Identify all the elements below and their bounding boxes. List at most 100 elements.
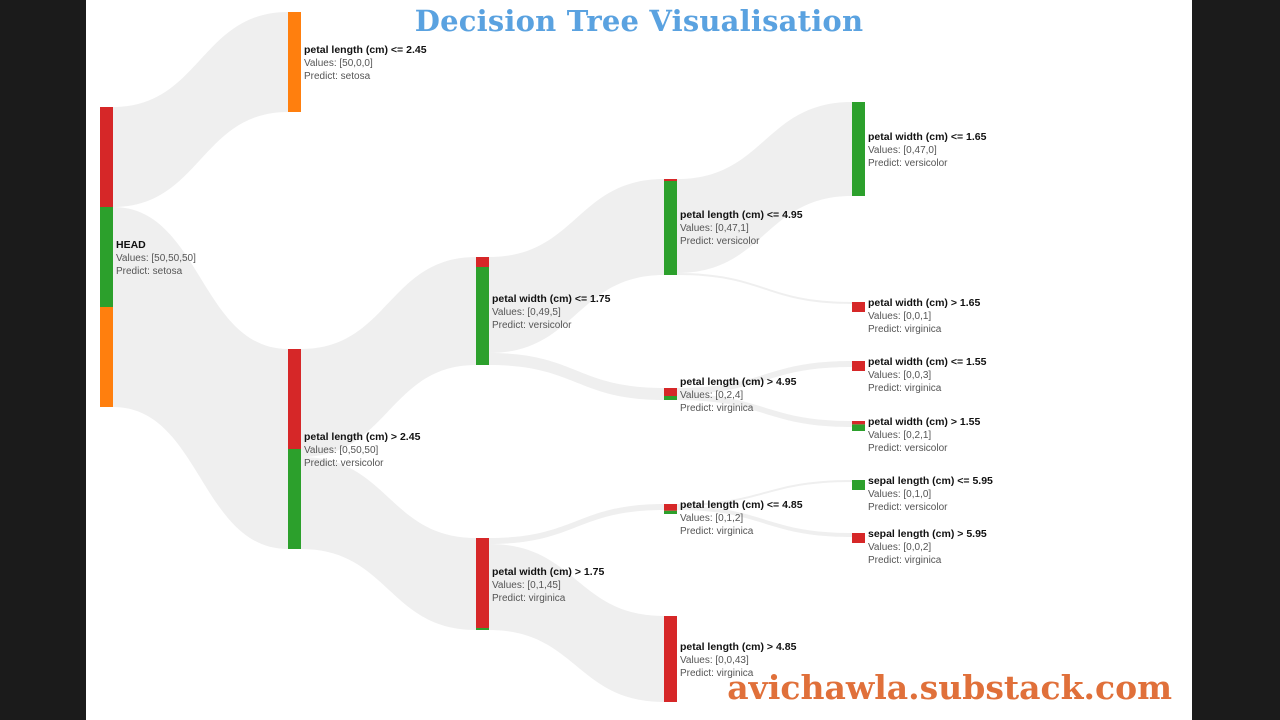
node-n2-label: petal length (cm) > 2.45 Values: [0,50,50… xyxy=(304,431,421,469)
node-n4[interactable] xyxy=(476,538,489,630)
node-n4-class-2-segment xyxy=(476,538,489,628)
node-n10-label: petal width (cm) > 1.65 Values: [0,0,1] Pr… xyxy=(868,297,980,335)
node-n11-predict: Predict: virginica xyxy=(868,383,942,394)
node-n8-values: Values: [0,0,43] xyxy=(680,655,749,666)
node-head-class-1-segment xyxy=(100,207,113,307)
node-n2-class-2-segment xyxy=(288,349,301,449)
node-n2-title: petal length (cm) > 2.45 xyxy=(304,431,421,443)
node-n6-class-1-segment xyxy=(664,396,677,400)
node-n7[interactable] xyxy=(664,504,677,514)
node-n1-class-0-segment xyxy=(288,12,301,112)
node-n11[interactable] xyxy=(852,361,865,371)
node-n12[interactable] xyxy=(852,421,865,431)
node-head-class-0-segment xyxy=(100,307,113,407)
link-head-n1 xyxy=(113,12,288,207)
node-head-predict: Predict: setosa xyxy=(116,266,183,277)
node-n5[interactable] xyxy=(664,179,677,275)
node-n13-values: Values: [0,1,0] xyxy=(868,489,931,500)
node-n10-class-2-segment xyxy=(852,302,865,312)
node-n10[interactable] xyxy=(852,302,865,312)
node-n10-predict: Predict: virginica xyxy=(868,324,942,335)
node-n9-predict: Predict: versicolor xyxy=(868,158,948,169)
node-n6-label: petal length (cm) > 4.95 Values: [0,2,4] P… xyxy=(680,376,797,414)
node-n3-title: petal width (cm) <= 1.75 xyxy=(492,293,611,305)
node-n1[interactable] xyxy=(288,12,301,112)
node-n8-label: petal length (cm) > 4.85 Values: [0,0,43]… xyxy=(680,641,797,679)
watermark: avichawla.substack.com xyxy=(727,668,1172,707)
node-n11-title: petal width (cm) <= 1.55 xyxy=(868,356,987,368)
node-n14-label: sepal length (cm) > 5.95 Values: [0,0,2] P… xyxy=(868,528,987,566)
node-n7-values: Values: [0,1,2] xyxy=(680,513,743,524)
node-n5-label: petal length (cm) <= 4.95 Values: [0,47,1… xyxy=(680,209,803,247)
node-n9-class-1-segment xyxy=(852,102,865,196)
node-n2-class-1-segment xyxy=(288,449,301,549)
node-head-values: Values: [50,50,50] xyxy=(116,253,196,264)
node-n13-title: sepal length (cm) <= 5.95 xyxy=(868,475,993,487)
node-n13[interactable] xyxy=(852,480,865,490)
node-n2-values: Values: [0,50,50] xyxy=(304,445,379,456)
link-n6-n11 xyxy=(677,361,852,394)
node-n3-values: Values: [0,49,5] xyxy=(492,307,561,318)
node-n4-title: petal width (cm) > 1.75 xyxy=(492,566,604,578)
node-n3-class-1-segment xyxy=(476,267,489,365)
node-n8[interactable] xyxy=(664,616,677,702)
node-n4-values: Values: [0,1,45] xyxy=(492,580,561,591)
node-n10-values: Values: [0,0,1] xyxy=(868,311,931,322)
link-n3-n5 xyxy=(489,179,664,353)
node-n9[interactable] xyxy=(852,102,865,196)
node-n8-predict: Predict: virginica xyxy=(680,668,754,679)
node-head-title: HEAD xyxy=(116,239,146,251)
node-n1-title: petal length (cm) <= 2.45 xyxy=(304,44,427,56)
node-n12-title: petal width (cm) > 1.55 xyxy=(868,416,980,428)
node-n10-title: petal width (cm) > 1.65 xyxy=(868,297,980,309)
node-n6-class-2-segment xyxy=(664,388,677,396)
tree-labels: HEAD Values: [50,50,50] Predict: setosapet… xyxy=(116,44,993,679)
node-n14-values: Values: [0,0,2] xyxy=(868,542,931,553)
node-n14-predict: Predict: virginica xyxy=(868,555,942,566)
node-n13-label: sepal length (cm) <= 5.95 Values: [0,1,0]… xyxy=(868,475,993,513)
link-n4-n7 xyxy=(489,504,664,544)
node-n5-title: petal length (cm) <= 4.95 xyxy=(680,209,803,221)
node-n1-predict: Predict: setosa xyxy=(304,71,371,82)
node-n3[interactable] xyxy=(476,257,489,365)
node-n2[interactable] xyxy=(288,349,301,549)
node-n5-class-2-segment xyxy=(664,179,677,181)
node-n6[interactable] xyxy=(664,388,677,400)
node-n9-label: petal width (cm) <= 1.65 Values: [0,47,0]… xyxy=(868,131,987,169)
node-n14[interactable] xyxy=(852,533,865,543)
node-n12-class-1-segment xyxy=(852,424,865,431)
link-n2-n4 xyxy=(301,457,476,630)
node-n14-class-2-segment xyxy=(852,533,865,543)
link-n5-n9 xyxy=(677,102,852,273)
node-n4-label: petal width (cm) > 1.75 Values: [0,1,45] P… xyxy=(492,566,604,604)
node-n5-class-1-segment xyxy=(664,181,677,275)
node-n14-title: sepal length (cm) > 5.95 xyxy=(868,528,987,540)
link-n2-n3 xyxy=(301,257,476,457)
node-n7-label: petal length (cm) <= 4.85 Values: [0,1,2]… xyxy=(680,499,803,537)
node-n7-title: petal length (cm) <= 4.85 xyxy=(680,499,803,511)
tree-nodes xyxy=(100,12,865,702)
node-n5-predict: Predict: versicolor xyxy=(680,236,760,247)
tree-links xyxy=(113,12,852,702)
node-n3-label: petal width (cm) <= 1.75 Values: [0,49,5]… xyxy=(492,293,611,331)
node-n11-label: petal width (cm) <= 1.55 Values: [0,0,3] P… xyxy=(868,356,987,394)
node-n6-title: petal length (cm) > 4.95 xyxy=(680,376,797,388)
node-n3-predict: Predict: versicolor xyxy=(492,320,572,331)
node-n8-title: petal length (cm) > 4.85 xyxy=(680,641,797,653)
node-n7-predict: Predict: virginica xyxy=(680,526,754,537)
node-n1-label: petal length (cm) <= 2.45 Values: [50,0,0… xyxy=(304,44,427,82)
link-n3-n6 xyxy=(489,353,664,400)
node-n8-class-2-segment xyxy=(664,616,677,702)
page-title: Decision Tree Visualisation xyxy=(414,4,864,38)
node-n2-predict: Predict: versicolor xyxy=(304,458,384,469)
node-n4-class-1-segment xyxy=(476,628,489,630)
node-n6-values: Values: [0,2,4] xyxy=(680,390,743,401)
node-n12-values: Values: [0,2,1] xyxy=(868,430,931,441)
node-head[interactable] xyxy=(100,107,113,407)
link-n4-n8 xyxy=(489,544,664,702)
node-n7-class-2-segment xyxy=(664,504,677,511)
node-n13-class-1-segment xyxy=(852,480,865,490)
node-n12-predict: Predict: versicolor xyxy=(868,443,948,454)
node-n3-class-2-segment xyxy=(476,257,489,267)
node-n1-values: Values: [50,0,0] xyxy=(304,58,373,69)
